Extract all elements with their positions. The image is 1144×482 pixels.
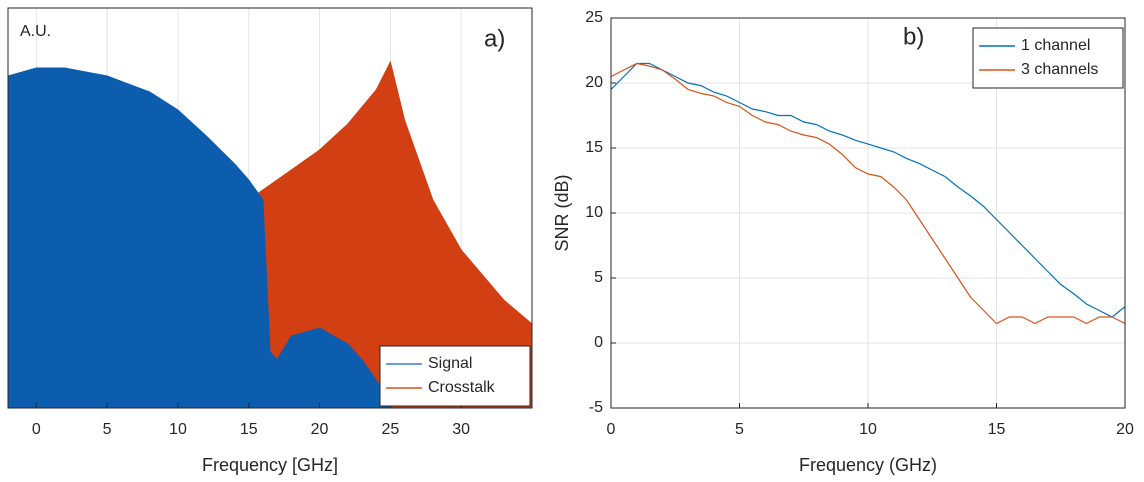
legend-box [972,27,1124,89]
panel-label: b) [903,23,924,50]
panel-label: a) [484,25,505,52]
y-axis-label: SNR (dB) [552,174,572,251]
legend-box [379,345,531,407]
x-tick-label: 0 [32,421,41,438]
x-tick-label: 5 [103,421,112,438]
area [7,67,392,409]
line [610,62,1126,325]
y-tick-label: -5 [589,399,603,416]
x-tick-label: 10 [859,421,877,438]
y-tick-label: 15 [585,139,603,156]
x-tick-label: 15 [988,421,1006,438]
x-tick-label: 0 [607,421,616,438]
y-tick-label: 25 [585,9,603,26]
plot-frame [7,7,533,409]
legend-label: Crosstalk [428,379,496,396]
legend-label: 3 channels [1021,61,1098,78]
panel: 0 5 10 15 20 25 30 Frequency [GHz] A.U. a) Signal C… [7,7,533,475]
x-tick-label: 30 [452,421,470,438]
line [610,62,1126,318]
x-tick-label: 15 [240,421,258,438]
x-tick-label: 25 [381,421,399,438]
y-tick-label: 5 [594,269,603,286]
y-tick-label: 10 [585,204,603,221]
x-axis-label: Frequency [GHz] [202,455,338,475]
y-tick-label: 0 [594,334,603,351]
legend-label: 1 channel [1021,37,1090,54]
x-tick-label: 20 [1116,421,1134,438]
y-axis-label: A.U. [20,23,51,40]
x-tick-label: 10 [169,421,187,438]
legend-label: Signal [428,355,472,372]
x-tick-label: 20 [311,421,329,438]
x-tick-label: 5 [735,421,744,438]
y-tick-label: 20 [585,74,603,91]
x-axis-label: Frequency (GHz) [799,455,937,475]
